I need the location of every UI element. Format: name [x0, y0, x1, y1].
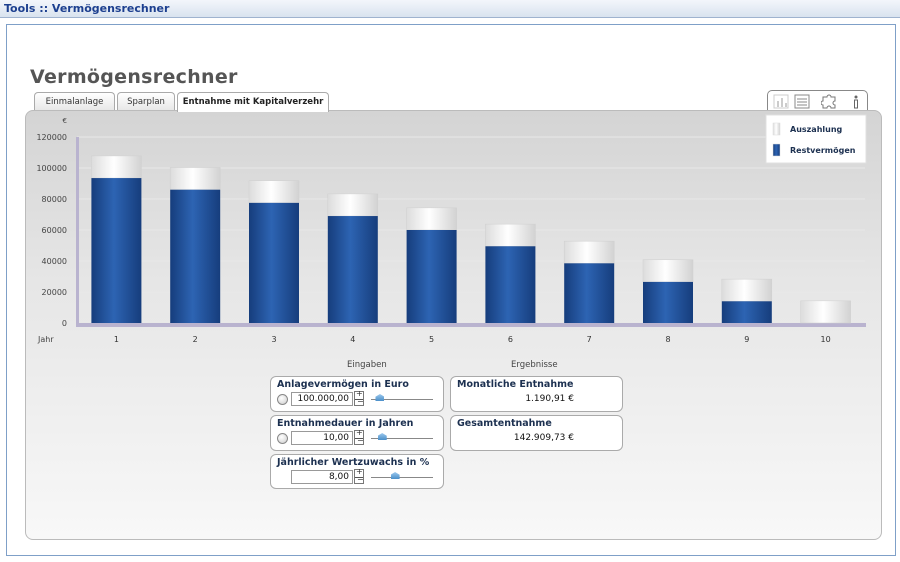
legend-label: Restvermögen [790, 146, 856, 155]
y-tick-label: 40000 [42, 257, 67, 266]
entnahmedauer-slider[interactable] [371, 433, 433, 440]
wertzuwachs-input[interactable]: 8,00 [291, 470, 353, 484]
bar-restvermoegen [170, 189, 221, 323]
gesamtentnahme-box: Gesamtentnahme 142.909,73 € [450, 415, 623, 451]
bar-restvermoegen [406, 230, 457, 323]
entnahmedauer-stepper[interactable]: + − [354, 428, 364, 445]
ergebnisse-label: Ergebnisse [511, 360, 558, 370]
x-axis [76, 323, 866, 327]
bar-chart: 0 20000 40000 60000 80000 100000 120000 € Jahr 1 2… [36, 114, 867, 344]
y-tick-label: 60000 [42, 226, 67, 235]
legend-swatch [772, 122, 781, 136]
monatliche-entnahme-box: Monatliche Entnahme 1.190,91 € [450, 376, 623, 412]
x-tick-label: 2 [193, 335, 198, 344]
anlagevermoegen-label: Anlagevermögen in Euro [277, 379, 409, 390]
bar-restvermoegen [249, 202, 299, 323]
entnahmedauer-group: Entnahmedauer in Jahren 10,00 + − [270, 415, 444, 451]
slider-thumb[interactable] [375, 394, 385, 401]
bar-restvermoegen [91, 178, 142, 323]
wertzuwachs-label: Jährlicher Wertzuwachs in % [277, 457, 430, 468]
x-axis-label: Jahr [37, 335, 54, 344]
bar-restvermoegen [721, 301, 772, 323]
bar-restvermoegen [327, 216, 378, 323]
bar-restvermoegen [485, 246, 536, 323]
window-titlebar: Tools :: Vermögensrechner [0, 0, 900, 18]
bar-auszahlung [721, 278, 773, 302]
bar-auszahlung [169, 167, 221, 190]
y-tick-label: 80000 [42, 195, 67, 204]
anlagevermoegen-input[interactable]: 100.000,00 [291, 392, 353, 406]
anlagevermoegen-group: Anlagevermögen in Euro 100.000,00 + − [270, 376, 444, 412]
puzzle-icon[interactable] [821, 94, 837, 109]
monatliche-entnahme-label: Monatliche Entnahme [457, 379, 574, 390]
bar-auszahlung [800, 300, 851, 324]
wertzuwachs-stepper[interactable]: + − [354, 467, 364, 484]
legend-box [765, 114, 867, 164]
slider-thumb[interactable] [390, 472, 400, 479]
table-icon[interactable] [794, 94, 810, 109]
y-axis [76, 137, 79, 323]
bar-auszahlung [485, 223, 536, 247]
x-tick-label: 7 [587, 335, 592, 344]
y-tick-label: 100000 [36, 164, 67, 173]
y-unit-label: € [63, 117, 67, 125]
bar-restvermoegen [564, 263, 615, 323]
window-title: Tools :: Vermögensrechner [4, 2, 170, 15]
wertzuwachs-group: Jährlicher Wertzuwachs in % 8,00 + − [270, 454, 444, 489]
anlagevermoegen-stepper[interactable]: + − [354, 389, 364, 406]
bar-auszahlung [563, 240, 615, 264]
view-toolbar [767, 90, 868, 111]
legend-label: Auszahlung [790, 125, 843, 134]
eingaben-label: Eingaben [347, 360, 387, 370]
x-tick-label: 8 [665, 335, 670, 344]
gesamtentnahme-value: 142.909,73 € [513, 433, 574, 443]
y-tick-label: 20000 [42, 288, 67, 297]
x-tick-label: 6 [508, 335, 513, 344]
entnahmedauer-radio[interactable] [277, 433, 288, 444]
anlagevermoegen-slider[interactable] [371, 394, 433, 401]
bar-auszahlung [406, 207, 457, 231]
x-tick-label: 10 [821, 335, 831, 344]
tab-sparplan[interactable]: Sparplan [117, 92, 175, 111]
bar-restvermoegen [643, 281, 693, 323]
entnahmedauer-label: Entnahmedauer in Jahren [277, 418, 414, 429]
x-tick-label: 5 [429, 335, 434, 344]
slider-thumb[interactable] [377, 433, 387, 440]
tab-einmalanlage[interactable]: Einmalanlage [34, 92, 115, 111]
bar-auszahlung [91, 155, 142, 179]
legend-swatch [772, 143, 781, 157]
info-icon[interactable] [848, 94, 864, 109]
y-tick-label: 0 [62, 319, 67, 328]
entnahmedauer-input[interactable]: 10,00 [291, 431, 353, 445]
page-title: Vermögensrechner [30, 66, 238, 88]
x-tick-label: 3 [271, 335, 276, 344]
tab-entnahme[interactable]: Entnahme mit Kapitalverzehr [177, 92, 329, 112]
x-tick-label: 4 [350, 335, 355, 344]
bar-auszahlung [327, 193, 379, 217]
x-tick-label: 9 [744, 335, 749, 344]
bar-auszahlung [642, 259, 694, 283]
wertzuwachs-slider[interactable] [371, 472, 433, 479]
x-tick-label: 1 [114, 335, 119, 344]
y-tick-label: 120000 [36, 133, 67, 142]
anlagevermoegen-radio[interactable] [277, 394, 288, 405]
bar-chart-icon[interactable] [773, 94, 789, 109]
gesamtentnahme-label: Gesamtentnahme [457, 418, 552, 429]
monatliche-entnahme-value: 1.190,91 € [525, 394, 574, 404]
bar-auszahlung [248, 180, 300, 204]
